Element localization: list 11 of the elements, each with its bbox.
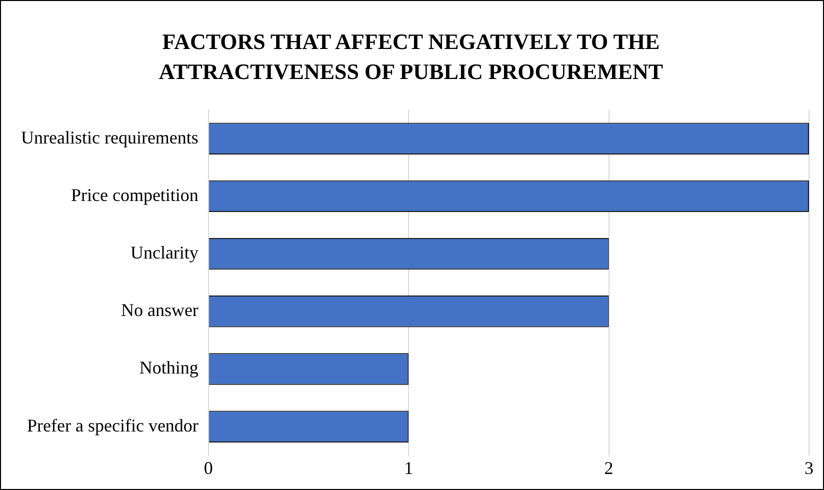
y-tick-label: Unclarity — [130, 242, 198, 263]
x-tick-label: 2 — [604, 458, 614, 478]
y-tick-label: Price competition — [70, 184, 198, 205]
y-tick-label: Unrealistic requirements — [20, 127, 198, 148]
y-tick-label: Prefer a specific vendor — [27, 415, 198, 436]
x-tick-label: 3 — [804, 458, 814, 478]
x-tick-label: 0 — [204, 458, 213, 478]
x-tick-label: 1 — [404, 458, 414, 478]
y-tick-label: No answer — [120, 300, 198, 320]
chart-title: FACTORS THAT AFFECT NEGATIVELY TO THE ATTRACTIVENESS OF PUBLIC PROCUREMENT — [158, 28, 664, 86]
y-tick-label: Nothing — [139, 358, 198, 378]
